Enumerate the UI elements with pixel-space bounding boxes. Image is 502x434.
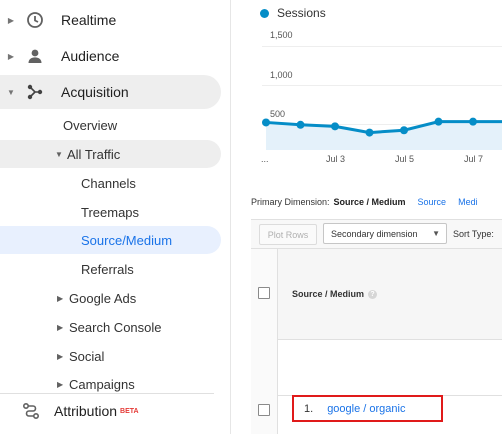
sessions-legend-label: Sessions [277, 6, 326, 20]
person-icon [24, 45, 46, 67]
nav-campaigns[interactable]: ▶ Campaigns [0, 370, 221, 398]
nav-google-ads-label: Google Ads [69, 290, 137, 306]
nav-attribution[interactable]: Attribution BETA [0, 394, 221, 428]
nav-source-medium-label: Source/Medium [81, 232, 173, 248]
nav-overview[interactable]: Overview [0, 111, 221, 139]
y-tick-label: 1,500 [270, 30, 293, 40]
nav-audience-label: Audience [61, 48, 120, 64]
sessions-chart [262, 117, 502, 150]
sessions-point[interactable] [262, 118, 270, 127]
caret-right-icon: ▶ [57, 322, 64, 332]
nav-treemaps-label: Treemaps [81, 204, 140, 220]
sessions-point[interactable] [469, 117, 477, 126]
caret-right-icon: ▶ [7, 15, 15, 25]
primary-dimension-bar: Primary Dimension: Source / Medium Source M… [251, 197, 478, 207]
nav-realtime[interactable]: ▶ Realtime [0, 3, 221, 37]
gridline [262, 124, 502, 125]
sessions-line [265, 120, 502, 135]
nav-search-console[interactable]: ▶ Search Console [0, 313, 221, 341]
nav-campaigns-label: Campaigns [69, 376, 135, 392]
nav-audience[interactable]: ▶ Audience [0, 39, 221, 73]
nav-overview-label: Overview [63, 117, 118, 133]
gridline [262, 85, 502, 86]
y-tick-label: 500 [270, 109, 286, 119]
nav-social[interactable]: ▶ Social [0, 342, 221, 370]
data-table: Source / Medium? 1. google / organic [251, 248, 502, 434]
sessions-point[interactable] [296, 120, 305, 129]
secondary-dimension-label: Secondary dimension [331, 228, 418, 239]
table-summary-row [277, 340, 502, 396]
caret-right-icon: ▶ [57, 351, 64, 361]
nav-referrals[interactable]: Referrals [0, 255, 221, 283]
nav-google-ads[interactable]: ▶ Google Ads [0, 284, 221, 312]
row-checkbox[interactable] [258, 404, 270, 416]
primary-dimension-selected[interactable]: Source / Medium [333, 197, 406, 207]
clock-icon [24, 9, 46, 31]
gridline [262, 46, 502, 47]
nav-all-traffic-label: All Traffic [67, 146, 121, 162]
nav-realtime-label: Realtime [61, 12, 117, 28]
checkbox-column [251, 249, 278, 434]
sidebar-nav: ▶ Realtime ▶ Audience ▼ Acquisition Over… [0, 0, 231, 434]
dropdown-arrow-icon: ▼ [432, 229, 440, 238]
sidebar-divider [0, 393, 214, 394]
report-main: Sessions 1,500 1,000 500 ... Jul 3 Jul 5… [231, 0, 502, 434]
nav-treemaps[interactable]: Treemaps [0, 198, 221, 226]
attribution-icon [20, 400, 42, 422]
caret-right-icon: ▶ [57, 293, 64, 303]
nav-social-label: Social [69, 348, 105, 364]
column-header-source-medium[interactable]: Source / Medium? [292, 289, 378, 300]
sessions-point[interactable] [434, 117, 443, 126]
help-icon[interactable]: ? [368, 290, 378, 300]
primary-dimension-label: Primary Dimension: [251, 197, 330, 207]
nav-attribution-label: Attribution [54, 403, 118, 419]
x-tick-label: ... [261, 154, 269, 164]
beta-badge: BETA [120, 407, 139, 415]
caret-down-icon: ▼ [55, 149, 63, 159]
nav-channels[interactable]: Channels [0, 169, 221, 197]
secondary-dimension-dropdown[interactable]: Secondary dimension ▼ [323, 223, 447, 244]
row-source-medium-link[interactable]: google / organic [327, 402, 406, 415]
table-toolbar: Plot Rows Secondary dimension ▼ Sort Typ… [251, 219, 502, 248]
y-tick-label: 1,000 [270, 70, 293, 80]
sessions-point[interactable] [365, 128, 374, 137]
dimension-link-medium[interactable]: Medi [458, 197, 478, 207]
column-header-label: Source / Medium [292, 289, 365, 299]
nav-acquisition[interactable]: ▼ Acquisition [0, 75, 221, 109]
x-tick-label: Jul 5 [395, 154, 415, 164]
sessions-point[interactable] [331, 122, 339, 131]
nav-source-medium[interactable]: Source/Medium [0, 226, 221, 254]
sessions-legend-dot [260, 9, 269, 18]
plot-rows-button[interactable]: Plot Rows [259, 224, 317, 245]
row-number: 1. [304, 402, 314, 415]
nav-channels-label: Channels [81, 175, 136, 191]
x-tick-label: Jul 3 [326, 154, 346, 164]
nav-search-console-label: Search Console [69, 319, 162, 335]
dimension-link-source[interactable]: Source [417, 197, 447, 207]
acquisition-icon [24, 81, 46, 103]
nav-referrals-label: Referrals [81, 261, 134, 277]
sessions-point[interactable] [400, 126, 408, 135]
caret-right-icon: ▶ [7, 51, 15, 61]
x-tick-label: Jul 7 [464, 154, 484, 164]
caret-down-icon: ▼ [7, 87, 15, 97]
sessions-area [266, 121, 502, 150]
nav-acquisition-label: Acquisition [61, 84, 129, 100]
caret-right-icon: ▶ [57, 379, 64, 389]
table-row: 1. google / organic [292, 395, 443, 422]
select-all-checkbox[interactable] [258, 287, 270, 299]
nav-all-traffic[interactable]: ▼ All Traffic [0, 140, 221, 168]
sort-type-label: Sort Type: [453, 229, 494, 239]
